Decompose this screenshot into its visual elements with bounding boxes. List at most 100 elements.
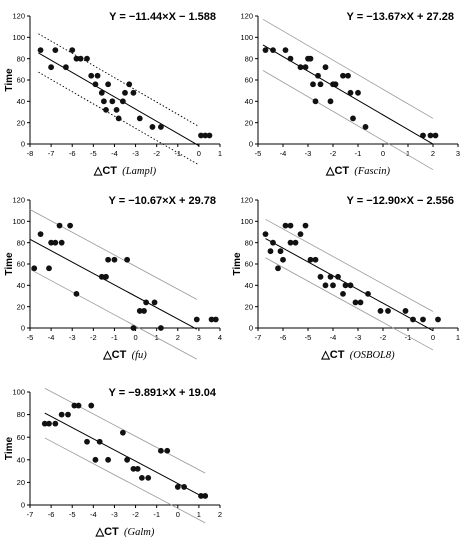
data-point xyxy=(410,316,416,323)
y-tick-label: 40 xyxy=(245,97,253,106)
data-point xyxy=(280,256,286,263)
data-point xyxy=(357,299,364,306)
x-tick-label: -4 xyxy=(280,149,287,158)
y-tick-label: 100 xyxy=(12,388,25,397)
data-point xyxy=(41,420,48,427)
data-point xyxy=(327,273,334,280)
data-point xyxy=(307,256,314,263)
prediction-band-upper xyxy=(29,209,197,300)
x-tick-label: -1 xyxy=(153,510,160,519)
data-point xyxy=(302,64,309,71)
regression-line xyxy=(29,238,198,330)
data-point xyxy=(340,290,346,297)
data-point xyxy=(73,55,80,62)
data-point xyxy=(119,98,126,105)
x-tick-label: 1 xyxy=(197,510,201,519)
prediction-band-upper xyxy=(262,18,434,119)
data-point xyxy=(130,89,137,96)
y-tick-label: 40 xyxy=(17,281,25,290)
data-point xyxy=(122,89,128,96)
y-tick-label: 20 xyxy=(245,118,253,127)
data-point xyxy=(322,282,329,289)
x-tick-label: 3 xyxy=(197,333,201,342)
data-point xyxy=(432,132,439,139)
data-point xyxy=(287,222,294,229)
data-point xyxy=(52,239,59,246)
data-point xyxy=(362,124,369,130)
scatter-panel-lampl: 0 20 40 60 80 100 120 -8 -7 -6 -5 -4 -3 -2 -1 0 1 Time △CT… xyxy=(4,11,222,177)
data-point xyxy=(48,64,55,71)
data-point xyxy=(134,465,141,472)
data-point xyxy=(92,81,99,88)
x-axis-title-paren-close: ) xyxy=(385,166,390,177)
data-point xyxy=(317,273,324,280)
x-tick-label: -5 xyxy=(90,149,97,158)
data-point xyxy=(58,239,65,246)
data-point xyxy=(317,81,324,88)
y-tick-label: 0 xyxy=(21,501,25,510)
data-point xyxy=(350,115,356,122)
scatter-panel-osbol8: 0 20 40 60 80 100 120 -7 -6 -5 -4 -3 -2 -1 0 1 Time △CT (… xyxy=(232,195,460,361)
x-tick-label: -8 xyxy=(27,149,34,158)
x-axis-title: △CT (fu) xyxy=(102,349,147,361)
data-point xyxy=(297,64,304,71)
data-point xyxy=(287,55,294,62)
x-axis-title-prefix: △CT xyxy=(93,165,117,177)
data-point xyxy=(277,248,284,255)
data-point xyxy=(98,89,105,96)
data-point xyxy=(345,72,351,79)
y-tick-label: 20 xyxy=(17,302,25,311)
data-point xyxy=(347,89,354,96)
x-tick-label: -1 xyxy=(111,333,118,342)
data-point xyxy=(92,456,99,463)
y-tick-label: 20 xyxy=(245,302,253,311)
x-axis-title: △CT (OSBOL8) xyxy=(320,349,395,361)
data-point xyxy=(109,98,116,105)
prediction-band-lower xyxy=(262,70,434,171)
x-tick-label: 1 xyxy=(218,149,222,158)
data-point xyxy=(124,256,131,263)
x-axis-title-prefix: △CT xyxy=(95,526,119,538)
x-axis-title-paren-close: ) xyxy=(142,350,147,361)
x-axis-title-prefix: △CT xyxy=(320,349,344,361)
regression-line xyxy=(38,52,200,147)
x-tick-label: -2 xyxy=(330,149,337,158)
regression-equation: Y = −12.90×X − 2.556 xyxy=(347,195,454,207)
data-point xyxy=(206,132,213,139)
data-point xyxy=(126,81,133,88)
data-point xyxy=(198,493,204,499)
x-tick-label: 1 xyxy=(406,149,410,158)
data-point xyxy=(115,115,122,122)
data-point xyxy=(402,308,409,314)
y-tick-label: 80 xyxy=(17,410,25,419)
y-tick-label: 40 xyxy=(17,97,25,106)
x-axis-title-prefix: △CT xyxy=(325,165,349,177)
y-tick-label: 80 xyxy=(17,54,25,63)
prediction-band-lower xyxy=(44,437,206,524)
data-point xyxy=(56,222,63,229)
data-point xyxy=(355,89,361,96)
data-point xyxy=(377,308,384,314)
data-point xyxy=(164,447,171,454)
y-tick-label: 100 xyxy=(12,217,25,226)
data-point xyxy=(157,325,164,331)
y-tick-label: 100 xyxy=(240,33,253,42)
y-tick-label: 80 xyxy=(17,238,25,247)
x-axis-title: △CT (Fascin) xyxy=(325,165,390,177)
data-point xyxy=(48,239,55,246)
data-point xyxy=(145,474,152,481)
data-point xyxy=(113,106,120,113)
x-axis-title-gene: Galm xyxy=(128,527,152,538)
data-point xyxy=(136,308,143,314)
y-tick-label: 60 xyxy=(245,76,253,85)
y-tick-label: 0 xyxy=(249,324,253,333)
x-axis-title-paren-close: ) xyxy=(150,527,155,538)
x-tick-label: -2 xyxy=(132,510,139,519)
x-tick-label: 2 xyxy=(431,149,435,158)
x-axis-title: △CT (Galm) xyxy=(95,526,155,538)
data-point xyxy=(312,256,319,263)
x-tick-label: -6 xyxy=(280,333,287,342)
data-point xyxy=(143,299,150,306)
x-tick-label: -3 xyxy=(355,333,362,342)
